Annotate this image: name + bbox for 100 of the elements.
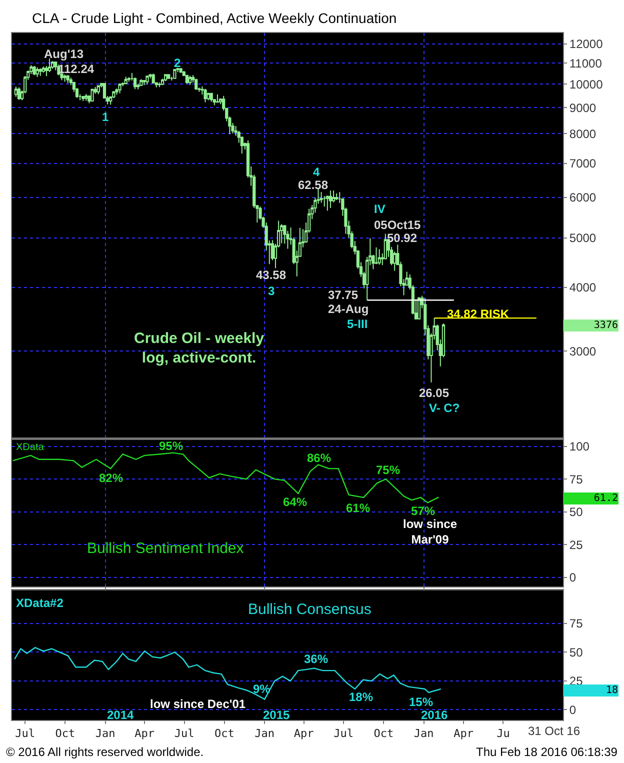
y-tick-label: 5000 xyxy=(569,231,596,246)
annotation: 4 xyxy=(313,165,320,179)
candlestick xyxy=(115,88,118,96)
x-tick-label: Oct xyxy=(55,727,76,740)
annotation: low since Mar'09 xyxy=(403,517,458,547)
x-tick-label: Oct xyxy=(214,727,234,740)
annotation: 57% xyxy=(411,504,436,518)
x-tick-label: Apr xyxy=(294,727,314,740)
candlestick xyxy=(127,76,130,82)
y-tick-label: 0 xyxy=(569,702,576,717)
candlestick xyxy=(328,190,332,209)
candlestick xyxy=(378,248,381,266)
y-tick-label: 25 xyxy=(569,538,584,552)
annotation: 75% xyxy=(376,463,400,477)
annotation: 37.75 xyxy=(328,288,358,302)
candlestick xyxy=(42,66,45,74)
y-tick-label: 100 xyxy=(569,439,590,454)
candlestick xyxy=(124,76,128,85)
candlestick xyxy=(194,78,198,90)
annotation: 2016 xyxy=(421,708,448,722)
annotation: 61% xyxy=(346,501,370,515)
y-tick-label: 0 xyxy=(569,570,576,585)
candlestick xyxy=(51,60,54,70)
x-tick-label: Oct xyxy=(374,727,394,740)
candlestick xyxy=(374,246,378,265)
candlestick xyxy=(210,92,213,102)
candlestick xyxy=(96,84,100,95)
annotation: 95% xyxy=(159,439,184,453)
annotation: 2 xyxy=(174,56,181,70)
candlestick xyxy=(320,191,323,204)
annotation: 05Oct15 xyxy=(374,218,422,232)
candlestick xyxy=(417,296,421,320)
text: 18 xyxy=(606,685,618,696)
candlestick xyxy=(36,66,39,78)
text: 61.2 xyxy=(594,493,618,504)
annotation: IV xyxy=(374,202,386,216)
candlestick xyxy=(322,195,326,207)
text: 3376 xyxy=(594,320,618,331)
candlestick xyxy=(66,74,70,84)
annotation: 86% xyxy=(307,451,332,465)
annotation: Aug'13 xyxy=(44,47,84,61)
candlestick xyxy=(216,94,220,104)
candlestick xyxy=(32,65,36,76)
x-tick-label: Jul xyxy=(334,727,354,740)
annotation: 3 xyxy=(268,284,275,298)
candlestick xyxy=(164,74,168,82)
annotation: V- C? xyxy=(429,401,460,415)
annotation: 2015 xyxy=(263,708,290,722)
annotation: 36% xyxy=(304,652,328,666)
candlestick xyxy=(63,74,66,82)
candlestick xyxy=(152,73,155,84)
candlestick xyxy=(142,80,146,86)
annotation: 26.05 xyxy=(419,386,450,400)
candlestick xyxy=(173,68,176,80)
annotation: 1 xyxy=(102,110,109,124)
text: Bullish Consensus xyxy=(248,601,372,618)
annotation: 2014 xyxy=(107,708,134,722)
candlestick xyxy=(158,82,162,88)
x-tick-label: Apr xyxy=(134,727,155,740)
annotation: 24-Aug xyxy=(328,302,369,316)
annotation: 50.92 xyxy=(387,231,418,245)
y-tick-label: 7000 xyxy=(569,156,596,170)
annotation: XData#2 xyxy=(16,596,64,610)
x-tick-label: Jan xyxy=(254,727,275,740)
y-tick-label: 75 xyxy=(569,616,584,631)
y-tick-label: 11000 xyxy=(569,56,602,70)
x-tick-label: Jul xyxy=(15,727,36,740)
y-tick-label: 50 xyxy=(569,645,584,660)
y-tick-label: 10000 xyxy=(569,77,604,92)
y-tick-label: 50 xyxy=(569,505,584,520)
y-tick-label: 6000 xyxy=(569,190,596,205)
candlestick xyxy=(185,74,189,84)
text: © 2016 All rights reserved worldwide. xyxy=(6,745,204,759)
annotation: 9% xyxy=(253,682,271,696)
annotation: 5-III xyxy=(347,317,368,331)
x-tick-label: Jan xyxy=(95,727,116,740)
candlestick xyxy=(179,68,182,74)
x-tick-label: Ju xyxy=(496,727,510,740)
x-tick-label: Apr xyxy=(454,727,474,740)
text: Bullish Sentiment Index xyxy=(87,540,244,557)
y-tick-label: 9000 xyxy=(569,100,596,115)
text: 31 Oct 16 xyxy=(528,724,580,738)
annotation: low since Dec'01 xyxy=(150,697,246,711)
candlestick xyxy=(206,92,210,101)
annotation: 18% xyxy=(349,690,374,704)
candlestick xyxy=(17,86,21,100)
annotation: 62.58 xyxy=(298,178,328,192)
candlestick xyxy=(90,88,94,102)
y-tick-label: 12000 xyxy=(569,37,604,52)
y-tick-label: 3000 xyxy=(569,344,596,358)
annotation: 64% xyxy=(283,495,308,509)
candlestick xyxy=(133,77,137,90)
annotation: 82% xyxy=(99,471,124,485)
candlestick xyxy=(188,75,192,86)
candlestick xyxy=(82,96,85,102)
y-tick-label: 4000 xyxy=(569,280,596,295)
candlestick xyxy=(118,82,122,94)
candlestick xyxy=(280,224,284,244)
annotation: 15% xyxy=(409,695,434,709)
candlestick xyxy=(167,74,170,80)
